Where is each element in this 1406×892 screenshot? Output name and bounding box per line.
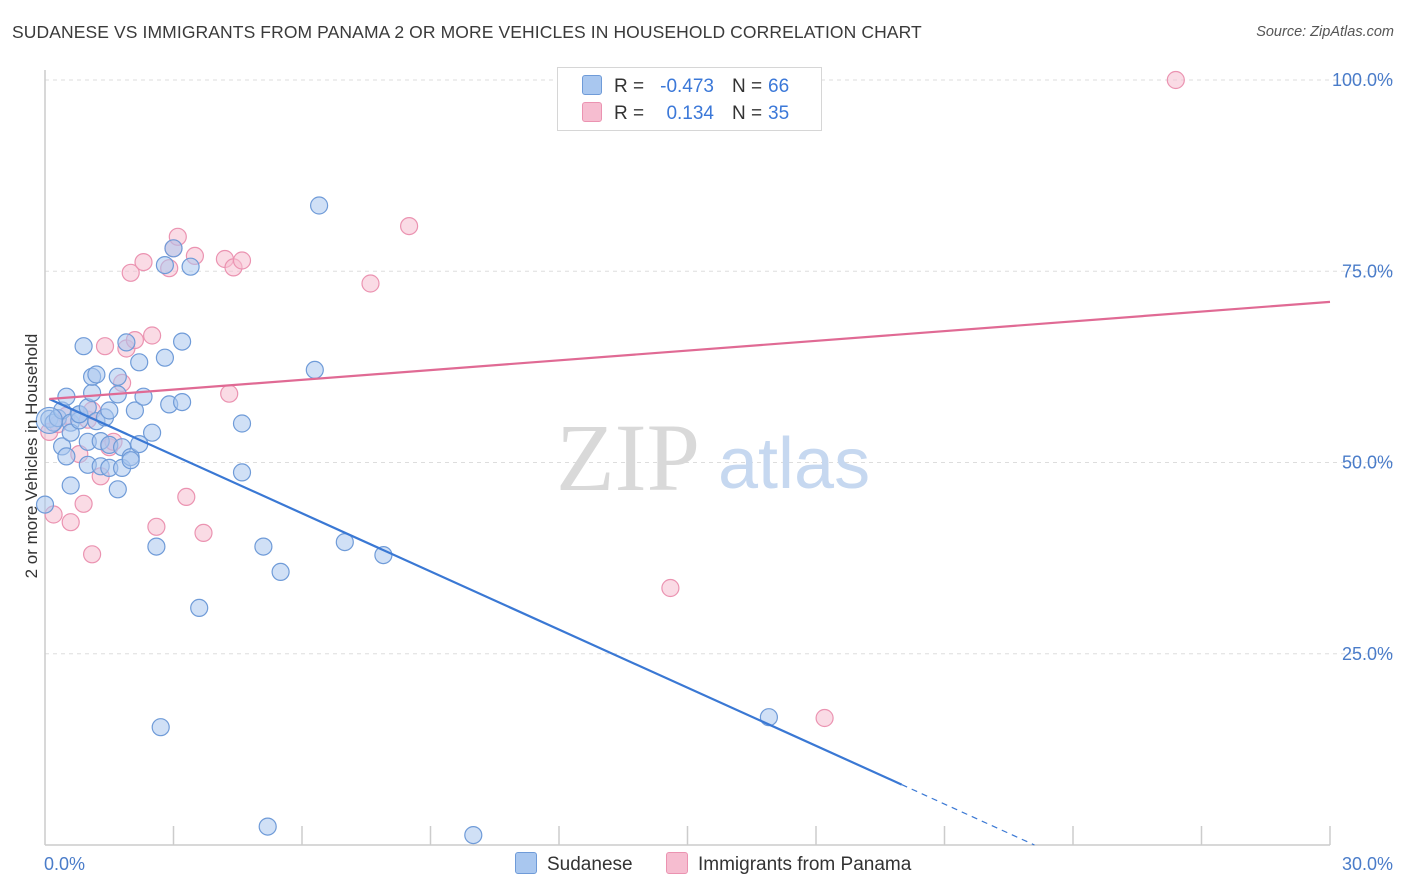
panama-point xyxy=(177,487,196,506)
panama-point xyxy=(361,274,380,293)
sudanese-point xyxy=(759,708,779,727)
sudanese-point xyxy=(87,365,106,384)
y-tick-label: 100.0% xyxy=(1332,70,1393,90)
r-value: -0.473 xyxy=(660,76,714,97)
panama-point xyxy=(220,384,239,403)
y-tick-label: 50.0% xyxy=(1342,453,1393,473)
y-tick-label: 75.0% xyxy=(1342,261,1393,281)
sudanese-point xyxy=(108,480,127,499)
panama-point xyxy=(82,545,102,564)
r-label: R = xyxy=(614,103,645,124)
n-value: 35 xyxy=(768,103,790,124)
legend-item-panama: Immigrants from Panama xyxy=(666,852,911,876)
sudanese-point xyxy=(305,360,324,379)
panama-point xyxy=(147,517,166,536)
sudanese-point xyxy=(147,537,166,556)
series-panama-points xyxy=(40,70,1185,728)
sudanese-point xyxy=(151,718,170,737)
watermark-zip: ZIP xyxy=(556,404,700,511)
sudanese-point xyxy=(143,423,162,442)
sudanese-point xyxy=(82,383,102,402)
panama-point xyxy=(232,251,252,270)
panama-point xyxy=(400,217,419,236)
sudanese-trend-extension xyxy=(901,784,1035,846)
sudanese-point xyxy=(181,257,200,276)
panama-swatch xyxy=(582,102,602,122)
sudanese-point xyxy=(108,367,127,386)
sudanese-trend-line xyxy=(48,398,903,786)
gridlines xyxy=(45,79,1393,655)
panama-point xyxy=(1166,70,1185,90)
legend-label: Immigrants from Panama xyxy=(698,854,912,875)
legend-row-sudanese: R = -0.473 N = 66 xyxy=(582,75,789,99)
chart-title: SUDANESE VS IMMIGRANTS FROM PANAMA 2 OR … xyxy=(12,22,922,42)
n-value: 66 xyxy=(768,76,790,97)
sudanese-point xyxy=(61,476,80,495)
sudanese-point xyxy=(57,447,76,466)
axes xyxy=(44,70,1331,846)
panama-point xyxy=(815,708,834,728)
sudanese-point xyxy=(190,598,209,618)
sudanese-point xyxy=(61,423,80,442)
panama-trend-line xyxy=(49,300,1331,401)
watermark: ZIP atlas xyxy=(556,404,870,511)
sudanese-point xyxy=(155,348,174,367)
sudanese-point xyxy=(173,332,192,351)
sudanese-point xyxy=(74,337,93,356)
legend-row-panama: R = 0.134 N = 35 xyxy=(582,102,789,126)
sudanese-point xyxy=(258,817,277,836)
sudanese-point xyxy=(232,463,252,482)
sudanese-point xyxy=(125,401,144,420)
trend-lines xyxy=(48,300,1331,846)
stats-legend: R = -0.473 N = 66 R = 0.134 N = 35 xyxy=(557,67,822,131)
panama-point xyxy=(74,494,93,513)
sudanese-point xyxy=(35,406,63,435)
sudanese-point xyxy=(464,825,483,845)
sudanese-point xyxy=(155,256,174,275)
sudanese-point xyxy=(310,196,329,215)
watermark-atlas: atlas xyxy=(718,424,870,504)
panama-point xyxy=(194,523,213,543)
sudanese-swatch xyxy=(515,852,537,874)
sudanese-point xyxy=(232,414,252,433)
panama-point xyxy=(121,263,140,282)
sudanese-point xyxy=(121,451,140,470)
n-label: N = xyxy=(732,76,763,97)
x-tick-label: 0.0% xyxy=(44,854,85,874)
sudanese-point xyxy=(164,239,183,258)
sudanese-point xyxy=(100,401,119,420)
panama-swatch xyxy=(666,852,688,874)
sudanese-point xyxy=(173,393,192,412)
y-tick-label: 25.0% xyxy=(1342,644,1393,664)
r-label: R = xyxy=(614,76,645,97)
sudanese-point xyxy=(130,353,149,372)
panama-point xyxy=(143,326,162,345)
sudanese-point xyxy=(271,562,290,582)
panama-point xyxy=(61,513,80,532)
sudanese-point xyxy=(117,333,136,352)
y-axis-label: 2 or more Vehicles in Household xyxy=(22,334,41,579)
panama-point xyxy=(134,253,153,272)
sudanese-point xyxy=(254,537,273,556)
r-value: 0.134 xyxy=(666,103,714,124)
x-tick-label: 30.0% xyxy=(1342,854,1393,874)
legend-item-sudanese: Sudanese xyxy=(515,852,633,876)
n-label: N = xyxy=(732,103,763,124)
panama-point xyxy=(95,337,115,356)
panama-point xyxy=(661,578,680,598)
series-sudanese-points xyxy=(35,196,779,845)
tick-labels: 25.0% 50.0% 75.0% 100.0% 0.0% 30.0% xyxy=(44,70,1393,874)
sudanese-point xyxy=(35,495,55,514)
sudanese-swatch xyxy=(582,75,602,95)
legend-label: Sudanese xyxy=(547,854,633,875)
source-label: Source: ZipAtlas.com xyxy=(1256,24,1394,40)
